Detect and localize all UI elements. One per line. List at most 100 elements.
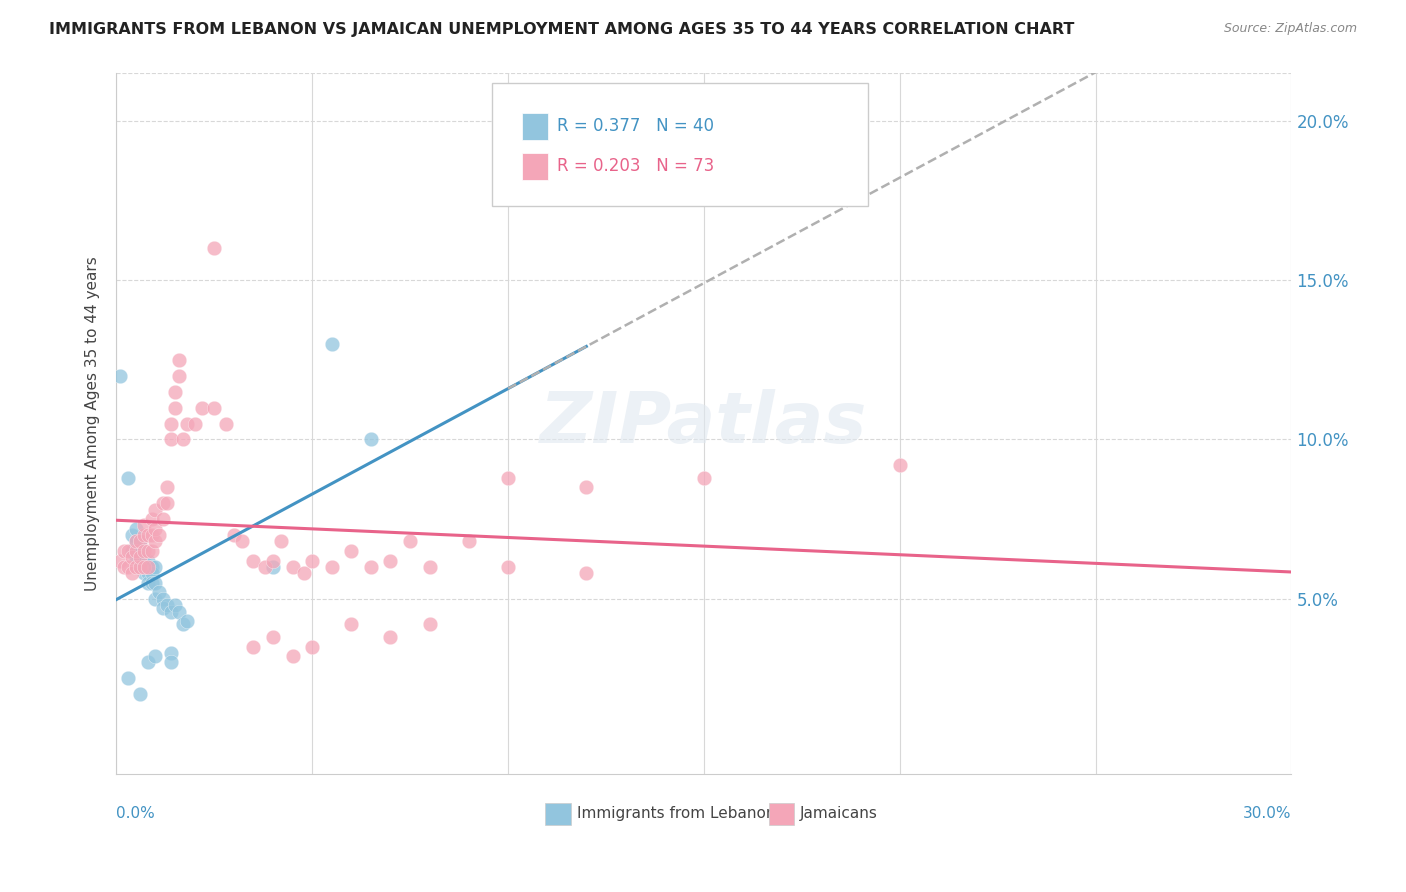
Point (125, 534, 148, 549)
Bar (522, 113, 547, 139)
Point (152, 512, 174, 526)
Point (132, 544, 155, 558)
Point (128, 534, 150, 549)
Point (145, 522, 167, 536)
Point (152, 496, 174, 510)
Point (136, 560, 159, 574)
Point (148, 585, 170, 599)
Point (128, 550, 150, 565)
Text: Immigrants from Lebanon: Immigrants from Lebanon (576, 806, 776, 822)
Point (340, 617, 363, 632)
Point (167, 352, 190, 367)
Point (125, 534, 148, 549)
Point (262, 553, 284, 567)
Bar (546, 804, 571, 824)
Y-axis label: Unemployment Among Ages 35 to 44 years: Unemployment Among Ages 35 to 44 years (86, 256, 100, 591)
Point (191, 401, 214, 415)
Point (121, 528, 143, 542)
Point (215, 417, 238, 431)
Point (156, 598, 179, 612)
Point (321, 336, 343, 351)
Point (380, 630, 402, 644)
Point (108, 553, 131, 567)
Point (163, 401, 186, 415)
Text: IMMIGRANTS FROM LEBANON VS JAMAICAN UNEMPLOYMENT AMONG AGES 35 TO 44 YEARS CORRE: IMMIGRANTS FROM LEBANON VS JAMAICAN UNEM… (49, 22, 1074, 37)
Bar (522, 153, 547, 179)
Point (136, 566, 159, 581)
Point (117, 560, 139, 574)
Text: 0.0%: 0.0% (117, 805, 155, 821)
Point (145, 560, 167, 574)
Point (419, 560, 441, 574)
Point (132, 528, 155, 542)
Point (136, 575, 159, 590)
Point (136, 544, 159, 558)
Point (360, 433, 382, 447)
Point (202, 241, 225, 255)
Point (262, 630, 284, 644)
Point (141, 560, 163, 574)
Point (380, 553, 402, 567)
Point (112, 560, 135, 574)
Point (575, 480, 598, 494)
Point (419, 617, 441, 632)
FancyBboxPatch shape (492, 84, 869, 206)
Point (141, 528, 163, 542)
Point (496, 471, 519, 485)
Point (145, 649, 167, 664)
Point (128, 560, 150, 574)
Point (222, 528, 245, 542)
Point (156, 480, 179, 494)
Point (399, 534, 422, 549)
Point (254, 560, 277, 574)
Point (121, 566, 143, 581)
Point (360, 560, 382, 574)
Point (160, 646, 183, 660)
Point (183, 417, 205, 431)
Point (145, 575, 167, 590)
Point (242, 553, 264, 567)
Text: R = 0.203   N = 73: R = 0.203 N = 73 (557, 157, 714, 175)
Point (132, 566, 155, 581)
Point (496, 560, 519, 574)
Point (141, 566, 163, 581)
Point (167, 605, 190, 619)
Point (132, 553, 155, 567)
Point (160, 656, 183, 670)
Point (167, 368, 190, 383)
Point (160, 605, 183, 619)
Point (321, 560, 343, 574)
Bar (769, 804, 794, 824)
Point (145, 502, 167, 516)
Point (889, 458, 911, 472)
Point (141, 575, 163, 590)
Point (301, 553, 323, 567)
Point (121, 544, 143, 558)
Point (262, 560, 284, 574)
Point (242, 640, 264, 654)
Point (301, 640, 323, 654)
Point (125, 560, 148, 574)
Text: ZIPatlas: ZIPatlas (540, 389, 868, 458)
Text: 30.0%: 30.0% (1243, 805, 1292, 821)
Point (117, 672, 139, 686)
Point (292, 566, 315, 581)
Point (112, 544, 135, 558)
Point (202, 401, 225, 415)
Point (152, 591, 174, 606)
Point (136, 528, 159, 542)
Point (281, 649, 304, 664)
Point (128, 560, 150, 574)
Point (136, 656, 159, 670)
Point (172, 433, 194, 447)
Point (132, 560, 155, 574)
Point (128, 544, 150, 558)
Text: Jamaicans: Jamaicans (800, 806, 879, 822)
Point (281, 560, 304, 574)
Point (125, 544, 148, 558)
Point (176, 614, 198, 628)
Point (125, 550, 148, 565)
Point (128, 534, 150, 549)
Point (160, 433, 183, 447)
Point (176, 417, 198, 431)
